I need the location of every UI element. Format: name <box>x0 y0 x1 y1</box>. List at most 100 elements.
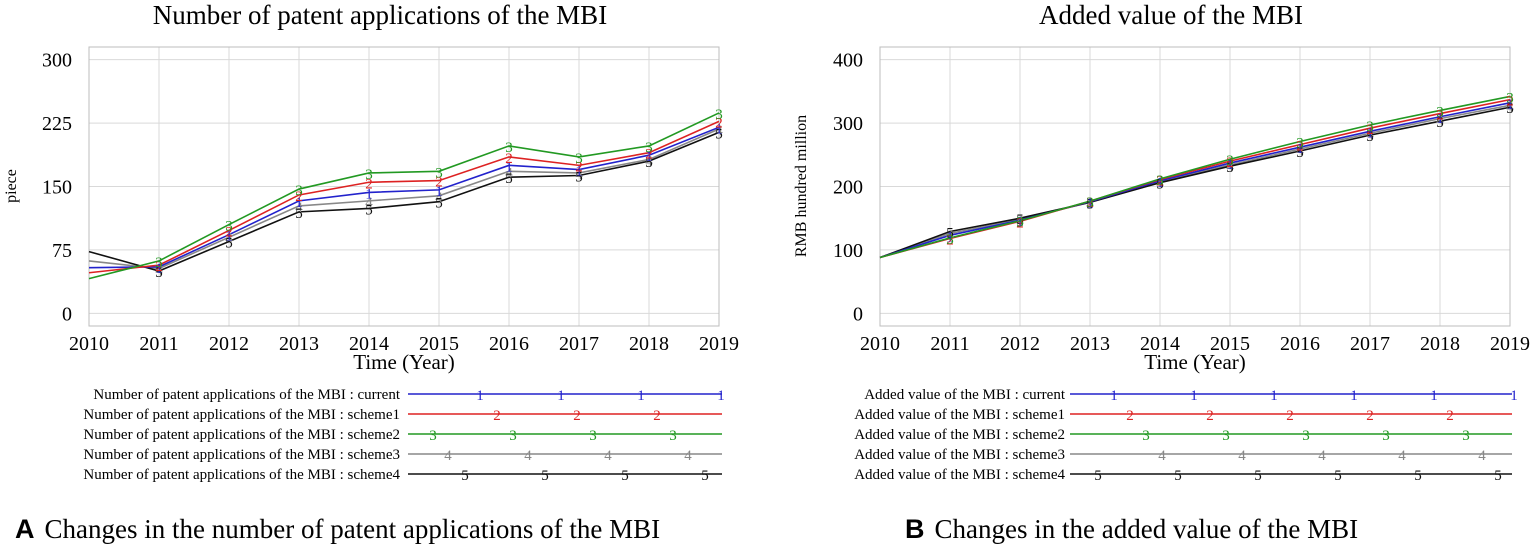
data-point-marker-2: 2 <box>155 259 163 275</box>
legend-marker-4: 4 <box>444 448 452 464</box>
legend: Number of patent applications of the MBI… <box>83 387 724 484</box>
legend-marker-4: 4 <box>684 448 692 464</box>
legend-marker-3: 3 <box>669 428 677 444</box>
data-point-marker-1: 1 <box>435 184 443 200</box>
data-point-marker-5: 5 <box>155 265 163 281</box>
x-tick-label: 2012 <box>209 333 249 355</box>
legend-marker-5: 5 <box>1334 468 1342 484</box>
data-point-marker-1: 1 <box>715 121 723 137</box>
data-point-marker-1: 1 <box>1226 157 1234 173</box>
series-line-4 <box>88 128 720 270</box>
data-point-marker-1: 1 <box>1156 175 1164 191</box>
data-point-marker-2: 2 <box>946 232 954 248</box>
caption-text-b: Changes in the added value of the MBI <box>934 514 1359 544</box>
legend-label-5: Number of patent applications of the MBI… <box>83 467 400 483</box>
series-line-4 <box>879 104 1511 259</box>
data-point-marker-1: 1 <box>505 159 513 175</box>
data-point-marker-3: 3 <box>1016 215 1024 231</box>
caption-letter-a: A <box>15 514 35 544</box>
data-point-marker-4: 4 <box>946 227 954 243</box>
data-point-marker-5: 5 <box>505 171 513 187</box>
x-tick-label: 2017 <box>1350 333 1390 355</box>
y-tick-label: 100 <box>833 240 863 262</box>
data-point-marker-2: 2 <box>505 151 513 167</box>
data-point-marker-2: 2 <box>645 147 653 163</box>
legend: Added value of the MBI : current 1 1 1 1 1 1 Ad… <box>854 387 1518 484</box>
data-point-marker-5: 5 <box>225 235 233 251</box>
series-line-2 <box>88 120 720 274</box>
legend-label-2: Added value of the MBI : scheme1 <box>854 407 1065 423</box>
x-tick-label: 2016 <box>489 333 529 355</box>
legend-label-2: Number of patent applications of the MBI… <box>83 407 400 423</box>
data-point-marker-3: 3 <box>1366 119 1374 135</box>
legend-marker-2: 2 <box>653 408 661 424</box>
data-point-marker-5: 5 <box>946 226 954 242</box>
legend-marker-1: 1 <box>1270 388 1278 404</box>
y-tick-label: 300 <box>833 113 863 135</box>
data-point-marker-3: 3 <box>715 107 723 123</box>
chart-title: Number of patent applications of the MBI <box>153 0 607 30</box>
data-point-marker-4: 4 <box>225 231 233 247</box>
data-point-marker-5: 5 <box>295 206 303 222</box>
legend-marker-2: 2 <box>493 408 501 424</box>
data-point-marker-3: 3 <box>946 232 954 248</box>
series-line-1 <box>88 126 720 269</box>
legend-marker-2: 2 <box>1126 408 1134 424</box>
legend-marker-4: 4 <box>524 448 532 464</box>
caption-text-a: Changes in the number of patent applicat… <box>44 514 661 544</box>
legend-marker-5: 5 <box>621 468 629 484</box>
data-point-marker-2: 2 <box>1436 108 1444 124</box>
data-point-marker-2: 2 <box>1016 215 1024 231</box>
data-point-marker-1: 1 <box>295 195 303 211</box>
data-point-marker-4: 4 <box>435 190 443 206</box>
data-point-marker-5: 5 <box>1226 160 1234 176</box>
series-line-5 <box>88 131 720 272</box>
data-point-marker-3: 3 <box>225 219 233 235</box>
legend-marker-5: 5 <box>1174 468 1182 484</box>
series-line-3 <box>879 95 1511 259</box>
data-point-marker-4: 4 <box>1366 127 1374 143</box>
legend-marker-5: 5 <box>1094 468 1102 484</box>
data-point-marker-4: 4 <box>1506 99 1514 115</box>
legend-marker-4: 4 <box>604 448 612 464</box>
data-point-marker-4: 4 <box>1156 175 1164 191</box>
data-point-marker-1: 1 <box>575 164 583 180</box>
caption-letter-b: B <box>905 514 925 544</box>
data-point-marker-2: 2 <box>1506 94 1514 110</box>
legend-marker-5: 5 <box>541 468 549 484</box>
data-point-marker-2: 2 <box>1226 155 1234 171</box>
data-point-marker-3: 3 <box>1086 195 1094 211</box>
data-point-marker-2: 2 <box>1156 174 1164 190</box>
data-point-marker-1: 1 <box>365 186 373 202</box>
data-point-marker-2: 2 <box>1366 122 1374 138</box>
data-point-marker-5: 5 <box>645 155 653 171</box>
patent-applications-chart: Number of patent applications of the MBI… <box>3 0 739 484</box>
legend-marker-5: 5 <box>1414 468 1422 484</box>
legend-marker-3: 3 <box>1302 428 1310 444</box>
data-point-marker-1: 1 <box>1436 111 1444 127</box>
legend-marker-3: 3 <box>429 428 437 444</box>
legend-label-1: Added value of the MBI : current <box>864 387 1066 403</box>
data-point-marker-4: 4 <box>715 123 723 139</box>
legend-marker-5: 5 <box>461 468 469 484</box>
legend-marker-2: 2 <box>1446 408 1454 424</box>
y-tick-label: 150 <box>42 177 72 199</box>
data-point-marker-2: 2 <box>715 115 723 131</box>
legend-marker-1: 1 <box>476 388 484 404</box>
legend-marker-3: 3 <box>589 428 597 444</box>
data-point-marker-4: 4 <box>1296 143 1304 159</box>
legend-marker-1: 1 <box>1110 388 1118 404</box>
x-tick-label: 2014 <box>1140 333 1180 355</box>
data-point-marker-3: 3 <box>645 140 653 156</box>
legend-marker-5: 5 <box>701 468 709 484</box>
data-point-marker-3: 3 <box>1156 173 1164 189</box>
y-tick-label: 300 <box>42 50 72 72</box>
data-point-marker-4: 4 <box>295 200 303 216</box>
legend-label-3: Number of patent applications of the MBI… <box>83 427 400 443</box>
legend-marker-1: 1 <box>1430 388 1438 404</box>
data-point-marker-5: 5 <box>1366 129 1374 145</box>
data-point-marker-2: 2 <box>295 189 303 205</box>
data-point-marker-1: 1 <box>1366 125 1374 141</box>
legend-marker-3: 3 <box>509 428 517 444</box>
